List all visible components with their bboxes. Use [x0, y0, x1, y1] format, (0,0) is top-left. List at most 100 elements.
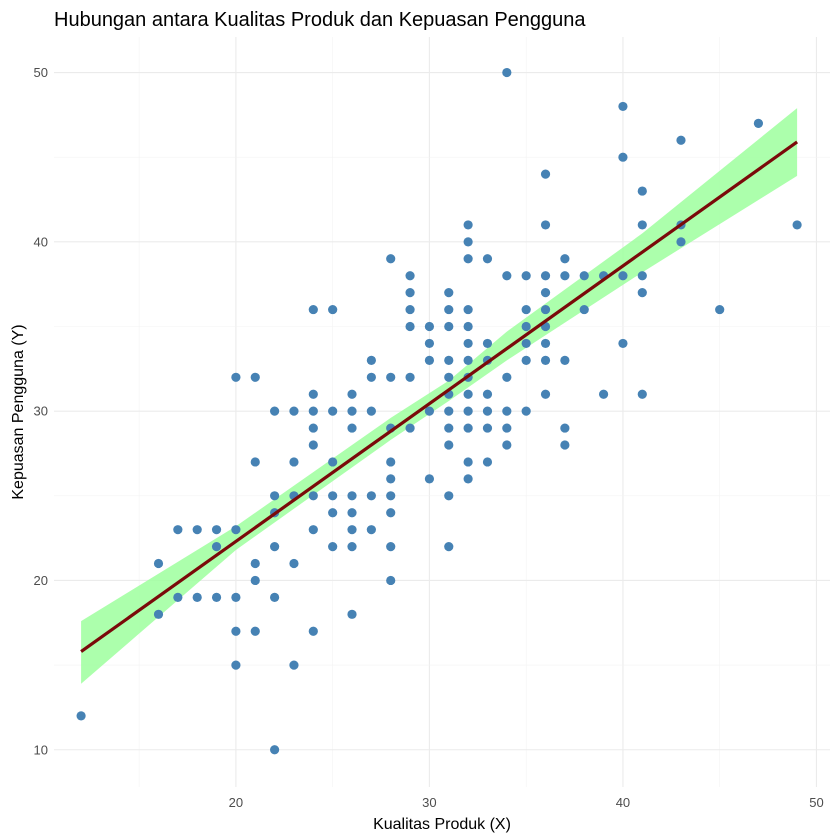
data-point [386, 508, 396, 518]
data-point [579, 271, 589, 281]
data-point [386, 474, 396, 484]
y-tick-label: 20 [34, 573, 48, 588]
grid [54, 37, 830, 787]
data-point [405, 271, 415, 281]
data-point [231, 592, 241, 602]
data-point [192, 525, 202, 535]
data-point [521, 338, 531, 349]
y-tick-label: 50 [34, 65, 48, 80]
data-point [540, 288, 551, 298]
data-point [289, 406, 299, 416]
data-point [463, 406, 473, 416]
data-point [482, 338, 493, 349]
data-point [347, 406, 357, 416]
data-point [560, 254, 570, 264]
data-point [502, 372, 512, 382]
data-point [482, 423, 493, 433]
tick-labels: 20 30 40 50 10 20 30 40 50 [34, 65, 824, 810]
data-point [463, 389, 473, 399]
data-point [289, 660, 299, 670]
data-point [715, 304, 725, 315]
data-point [289, 558, 299, 569]
data-point [482, 254, 493, 264]
data-point [618, 271, 628, 281]
data-point [676, 135, 686, 145]
data-point [173, 525, 183, 535]
data-point [386, 457, 396, 467]
data-point [250, 575, 260, 586]
data-point [502, 440, 512, 450]
data-point [444, 355, 454, 365]
data-point [463, 355, 473, 365]
data-point [753, 118, 763, 128]
data-point [618, 101, 628, 112]
data-point [540, 355, 551, 365]
data-point [289, 457, 299, 467]
data-point [618, 338, 628, 349]
data-point [444, 372, 454, 382]
data-point [308, 423, 318, 433]
data-point [540, 338, 551, 349]
data-point [502, 406, 512, 416]
data-point [444, 406, 454, 416]
data-point [502, 67, 512, 78]
data-point [386, 254, 396, 264]
data-point [192, 592, 202, 602]
data-point [347, 508, 357, 518]
data-point [347, 525, 357, 535]
data-point [521, 271, 531, 281]
data-point [424, 321, 435, 332]
data-point [463, 220, 473, 230]
data-point [463, 237, 473, 247]
data-point [424, 355, 435, 365]
data-point [482, 457, 493, 467]
data-point [231, 660, 241, 670]
data-point [540, 389, 551, 399]
data-point [308, 491, 318, 501]
data-point [270, 541, 280, 552]
data-point [231, 525, 241, 535]
regression-line [80, 140, 799, 653]
data-point [211, 541, 222, 552]
data-point [76, 711, 86, 721]
y-axis-title: Kepuasan Pengguna (Y) [10, 324, 27, 499]
fit-line-layer [80, 140, 799, 653]
data-point [463, 457, 473, 467]
data-point [328, 457, 338, 467]
data-point [386, 575, 396, 586]
data-point [502, 271, 512, 281]
data-point [424, 338, 435, 349]
data-point [405, 288, 415, 298]
data-point [328, 508, 338, 518]
data-point [540, 169, 551, 179]
data-point [270, 491, 280, 501]
data-point [540, 304, 551, 315]
y-tick-label: 40 [34, 234, 48, 249]
data-point [347, 423, 357, 433]
data-point [366, 355, 376, 365]
x-axis-title: Kualitas Produk (X) [373, 816, 511, 833]
data-point [463, 321, 473, 332]
y-tick-label: 10 [34, 742, 48, 757]
data-point [463, 304, 473, 315]
data-point [386, 372, 396, 382]
x-tick-label: 50 [809, 795, 823, 810]
data-point [366, 372, 376, 382]
data-point [250, 626, 260, 636]
data-point [270, 745, 280, 755]
data-point [540, 220, 551, 230]
data-point [308, 525, 318, 535]
data-point [521, 355, 531, 365]
data-point [366, 525, 376, 535]
data-point [308, 440, 318, 450]
data-point [637, 288, 647, 298]
data-point [386, 491, 396, 501]
data-point [405, 423, 415, 433]
data-point [231, 372, 241, 382]
x-tick-label: 30 [422, 795, 436, 810]
data-point [560, 423, 570, 433]
data-point [231, 626, 241, 636]
data-point [676, 237, 686, 247]
data-point [250, 558, 260, 569]
data-point [250, 457, 260, 467]
